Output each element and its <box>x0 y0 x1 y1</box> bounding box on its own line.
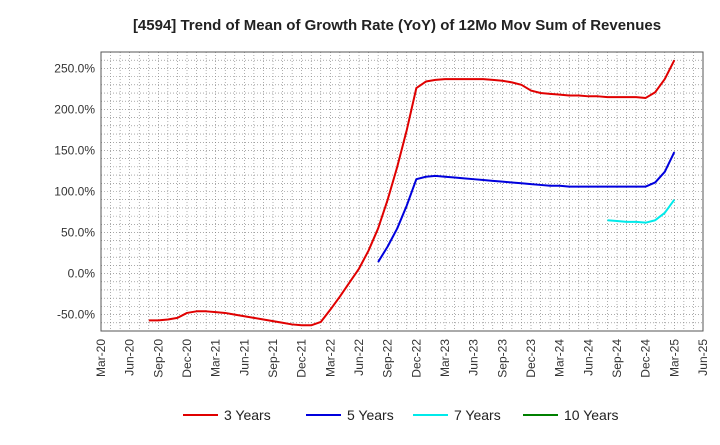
legend-label-5-years: 5 Years <box>347 407 394 423</box>
x-tick-label: Dec-24 <box>639 339 653 378</box>
x-tick-label: Mar-24 <box>553 339 567 377</box>
x-tick-label: Sep-24 <box>610 339 624 378</box>
legend-label-3-years: 3 Years <box>224 407 271 423</box>
y-tick-label: 200.0% <box>54 102 95 116</box>
series-line-5-years <box>377 151 676 263</box>
x-tick-label: Mar-20 <box>94 339 108 377</box>
x-tick-label: Jun-21 <box>237 339 251 376</box>
x-tick-label: Jun-20 <box>123 339 137 376</box>
x-tick-label: Mar-22 <box>323 339 337 377</box>
x-tick-label: Dec-22 <box>409 339 423 378</box>
x-tick-label: Jun-22 <box>352 339 366 376</box>
y-tick-label: 250.0% <box>54 61 95 75</box>
x-tick-label: Sep-20 <box>151 339 165 378</box>
x-tick-label: Dec-23 <box>524 339 538 378</box>
x-tick-label: Sep-23 <box>495 339 509 378</box>
y-tick-label: 100.0% <box>54 185 95 199</box>
y-tick-label: 150.0% <box>54 143 95 157</box>
y-tick-label: 50.0% <box>61 226 95 240</box>
x-tick-label: Jun-25 <box>696 339 710 376</box>
x-tick-label: Jun-23 <box>467 339 481 376</box>
chart-title: [4594] Trend of Mean of Growth Rate (YoY… <box>133 17 661 34</box>
x-tick-label: Dec-20 <box>180 339 194 378</box>
legend-label-7-years: 7 Years <box>454 407 501 423</box>
x-tick-label: Jun-24 <box>581 339 595 376</box>
x-tick-label: Mar-23 <box>438 339 452 377</box>
legend-label-10-years: 10 Years <box>564 407 619 423</box>
series-line-3-years <box>148 59 676 327</box>
x-tick-label: Dec-21 <box>295 339 309 378</box>
x-tick-label: Sep-21 <box>266 339 280 378</box>
series-line-7-years <box>607 199 676 224</box>
x-tick-label: Mar-21 <box>209 339 223 377</box>
y-tick-label: 0.0% <box>68 267 96 281</box>
x-tick-label: Mar-25 <box>667 339 681 377</box>
x-tick-label: Sep-22 <box>381 339 395 378</box>
plot-border <box>100 51 704 332</box>
y-tick-label: -50.0% <box>57 308 95 322</box>
